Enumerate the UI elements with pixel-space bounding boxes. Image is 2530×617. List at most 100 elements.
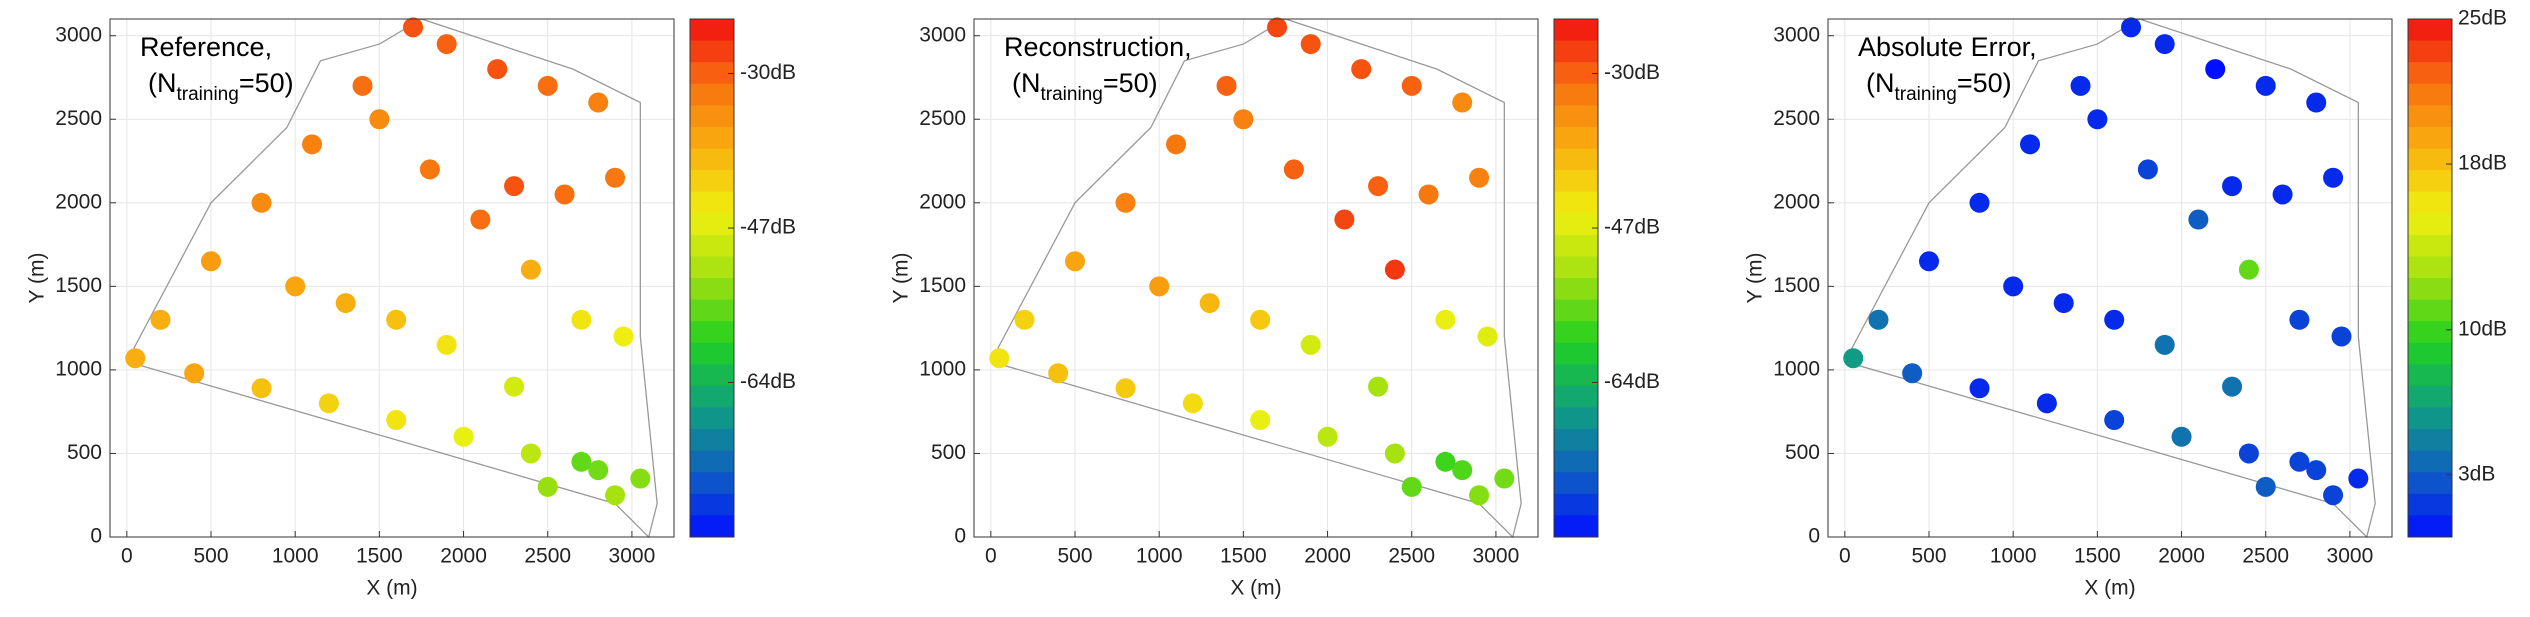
point <box>436 334 457 355</box>
panel: 0 500 1000 1500 2000 2500 3000 0 500 1000 1500 2000… <box>1744 7 2508 600</box>
colorbar-segment <box>1554 407 1598 430</box>
point <box>588 92 609 113</box>
point <box>369 109 390 130</box>
point <box>2323 167 2344 188</box>
x-tick-label: 500 <box>193 545 228 568</box>
x-tick-label: 500 <box>1057 545 1092 568</box>
annotation-tail: =50) <box>1957 68 2012 98</box>
colorbar-segment <box>690 364 734 387</box>
y-tick-label: 2500 <box>919 107 966 130</box>
point <box>2087 109 2108 130</box>
point <box>1435 309 1456 330</box>
point <box>2020 134 2041 155</box>
point <box>201 251 222 272</box>
point <box>588 460 609 481</box>
colorbar-segment <box>690 191 734 214</box>
x-tick-label: 1500 <box>2074 545 2121 568</box>
colorbar-tick-label: -30dB <box>1604 61 1660 84</box>
point <box>2154 34 2175 55</box>
point <box>1048 363 1069 384</box>
panel-title: Absolute Error, <box>1858 32 2037 62</box>
point <box>2238 259 2259 280</box>
x-tick-label: 1500 <box>1220 545 1267 568</box>
colorbar-segment <box>2408 429 2452 452</box>
colorbar-segment <box>2408 256 2452 279</box>
point <box>2053 293 2074 314</box>
colorbar-segment <box>690 19 734 42</box>
x-axis-label: X (m) <box>2084 577 2135 600</box>
colorbar-segment <box>690 234 734 257</box>
colorbar-segment <box>690 450 734 473</box>
colorbar-segment <box>1554 278 1598 301</box>
point <box>1250 309 1271 330</box>
point <box>989 348 1010 369</box>
point <box>1351 59 1372 80</box>
point <box>285 276 306 297</box>
point <box>1216 75 1237 96</box>
colorbar-tick-label: 10dB <box>2458 317 2507 340</box>
x-axis-label: X (m) <box>366 577 417 600</box>
point <box>1300 34 1321 55</box>
point <box>1969 378 1990 399</box>
colorbar-segment <box>2408 62 2452 85</box>
point <box>487 59 508 80</box>
colorbar-tick-label: -64dB <box>740 370 796 393</box>
colorbar-segment <box>2408 213 2452 236</box>
point <box>1250 410 1271 431</box>
y-tick-label: 500 <box>1785 441 1820 464</box>
point <box>2188 209 2209 230</box>
colorbar-segment <box>2408 407 2452 430</box>
colorbar-segment <box>1554 83 1598 106</box>
colorbar-segment <box>1554 364 1598 387</box>
colorbar-segment <box>1554 299 1598 322</box>
point <box>504 176 525 197</box>
colorbar-segment <box>690 148 734 171</box>
y-tick-label: 0 <box>954 525 966 548</box>
colorbar-segment <box>2408 234 2452 257</box>
y-tick-label: 1500 <box>55 274 102 297</box>
point <box>2171 426 2192 447</box>
colorbar-segment <box>2408 191 2452 214</box>
colorbar-segment <box>2408 342 2452 365</box>
panel-annotation: (Ntraining=50) <box>1866 68 2012 105</box>
point <box>1300 334 1321 355</box>
colorbar-segment <box>690 342 734 365</box>
point <box>1969 192 1990 213</box>
annotation-base: (N <box>1866 68 1895 98</box>
plot-frame <box>1827 18 2393 538</box>
y-tick-label: 500 <box>67 441 102 464</box>
point <box>2306 92 2327 113</box>
colorbar-segment <box>2408 105 2452 128</box>
colorbar-segment <box>690 83 734 106</box>
x-tick-label: 0 <box>121 545 133 568</box>
x-tick-label: 500 <box>1911 545 1946 568</box>
plot-frame <box>109 18 675 538</box>
annotation-base: (N <box>148 68 177 98</box>
point <box>2289 309 2310 330</box>
colorbar-tick-label: -47dB <box>1604 216 1660 239</box>
y-axis-label: Y (m) <box>890 253 913 304</box>
colorbar-segment <box>2408 364 2452 387</box>
y-tick-label: 3000 <box>919 23 966 46</box>
colorbar-segment <box>690 62 734 85</box>
colorbar-segment <box>690 105 734 128</box>
panel-title: Reconstruction, <box>1004 32 1192 62</box>
colorbar-segment <box>2408 40 2452 63</box>
point <box>2104 309 2125 330</box>
point <box>386 410 407 431</box>
colorbar-segment <box>1554 191 1598 214</box>
x-tick-label: 1000 <box>1136 545 1183 568</box>
colorbar-frame <box>1553 18 1599 538</box>
point <box>1368 176 1389 197</box>
point <box>1494 468 1515 489</box>
colorbar-segment <box>2408 385 2452 408</box>
colorbar-segment <box>1554 148 1598 171</box>
x-tick-label: 3000 <box>1473 545 1520 568</box>
point <box>335 293 356 314</box>
x-tick-label: 1000 <box>1990 545 2037 568</box>
y-tick-label: 1000 <box>55 357 102 380</box>
colorbar-segment <box>690 407 734 430</box>
point <box>1401 75 1422 96</box>
panel-annotation: (Ntraining=50) <box>148 68 294 105</box>
